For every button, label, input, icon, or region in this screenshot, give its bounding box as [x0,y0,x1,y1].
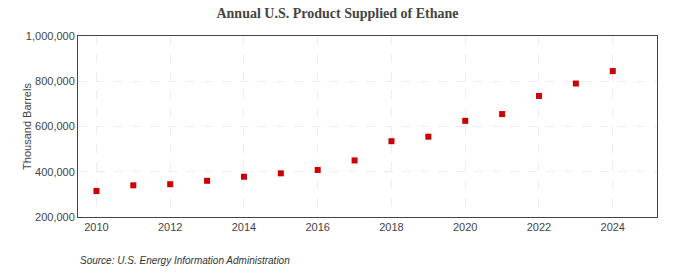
svg-text:400,000: 400,000 [35,166,75,178]
svg-text:2016: 2016 [305,221,329,233]
svg-text:2014: 2014 [232,221,256,233]
svg-text:2018: 2018 [379,221,403,233]
svg-text:Annual U.S. Product Supplied o: Annual U.S. Product Supplied of Ethane [216,6,458,21]
svg-text:2022: 2022 [527,221,551,233]
svg-text:2012: 2012 [158,221,182,233]
svg-text:2024: 2024 [601,221,625,233]
svg-text:2020: 2020 [453,221,477,233]
svg-text:Source: U.S. Energy Informatio: Source: U.S. Energy Information Administ… [80,255,290,266]
svg-text:200,000: 200,000 [35,211,75,223]
svg-text:600,000: 600,000 [35,120,75,132]
svg-text:2010: 2010 [84,221,108,233]
svg-text:Thousand Barrels: Thousand Barrels [21,83,33,170]
svg-text:1,000,000: 1,000,000 [26,30,75,42]
svg-text:800,000: 800,000 [35,75,75,87]
